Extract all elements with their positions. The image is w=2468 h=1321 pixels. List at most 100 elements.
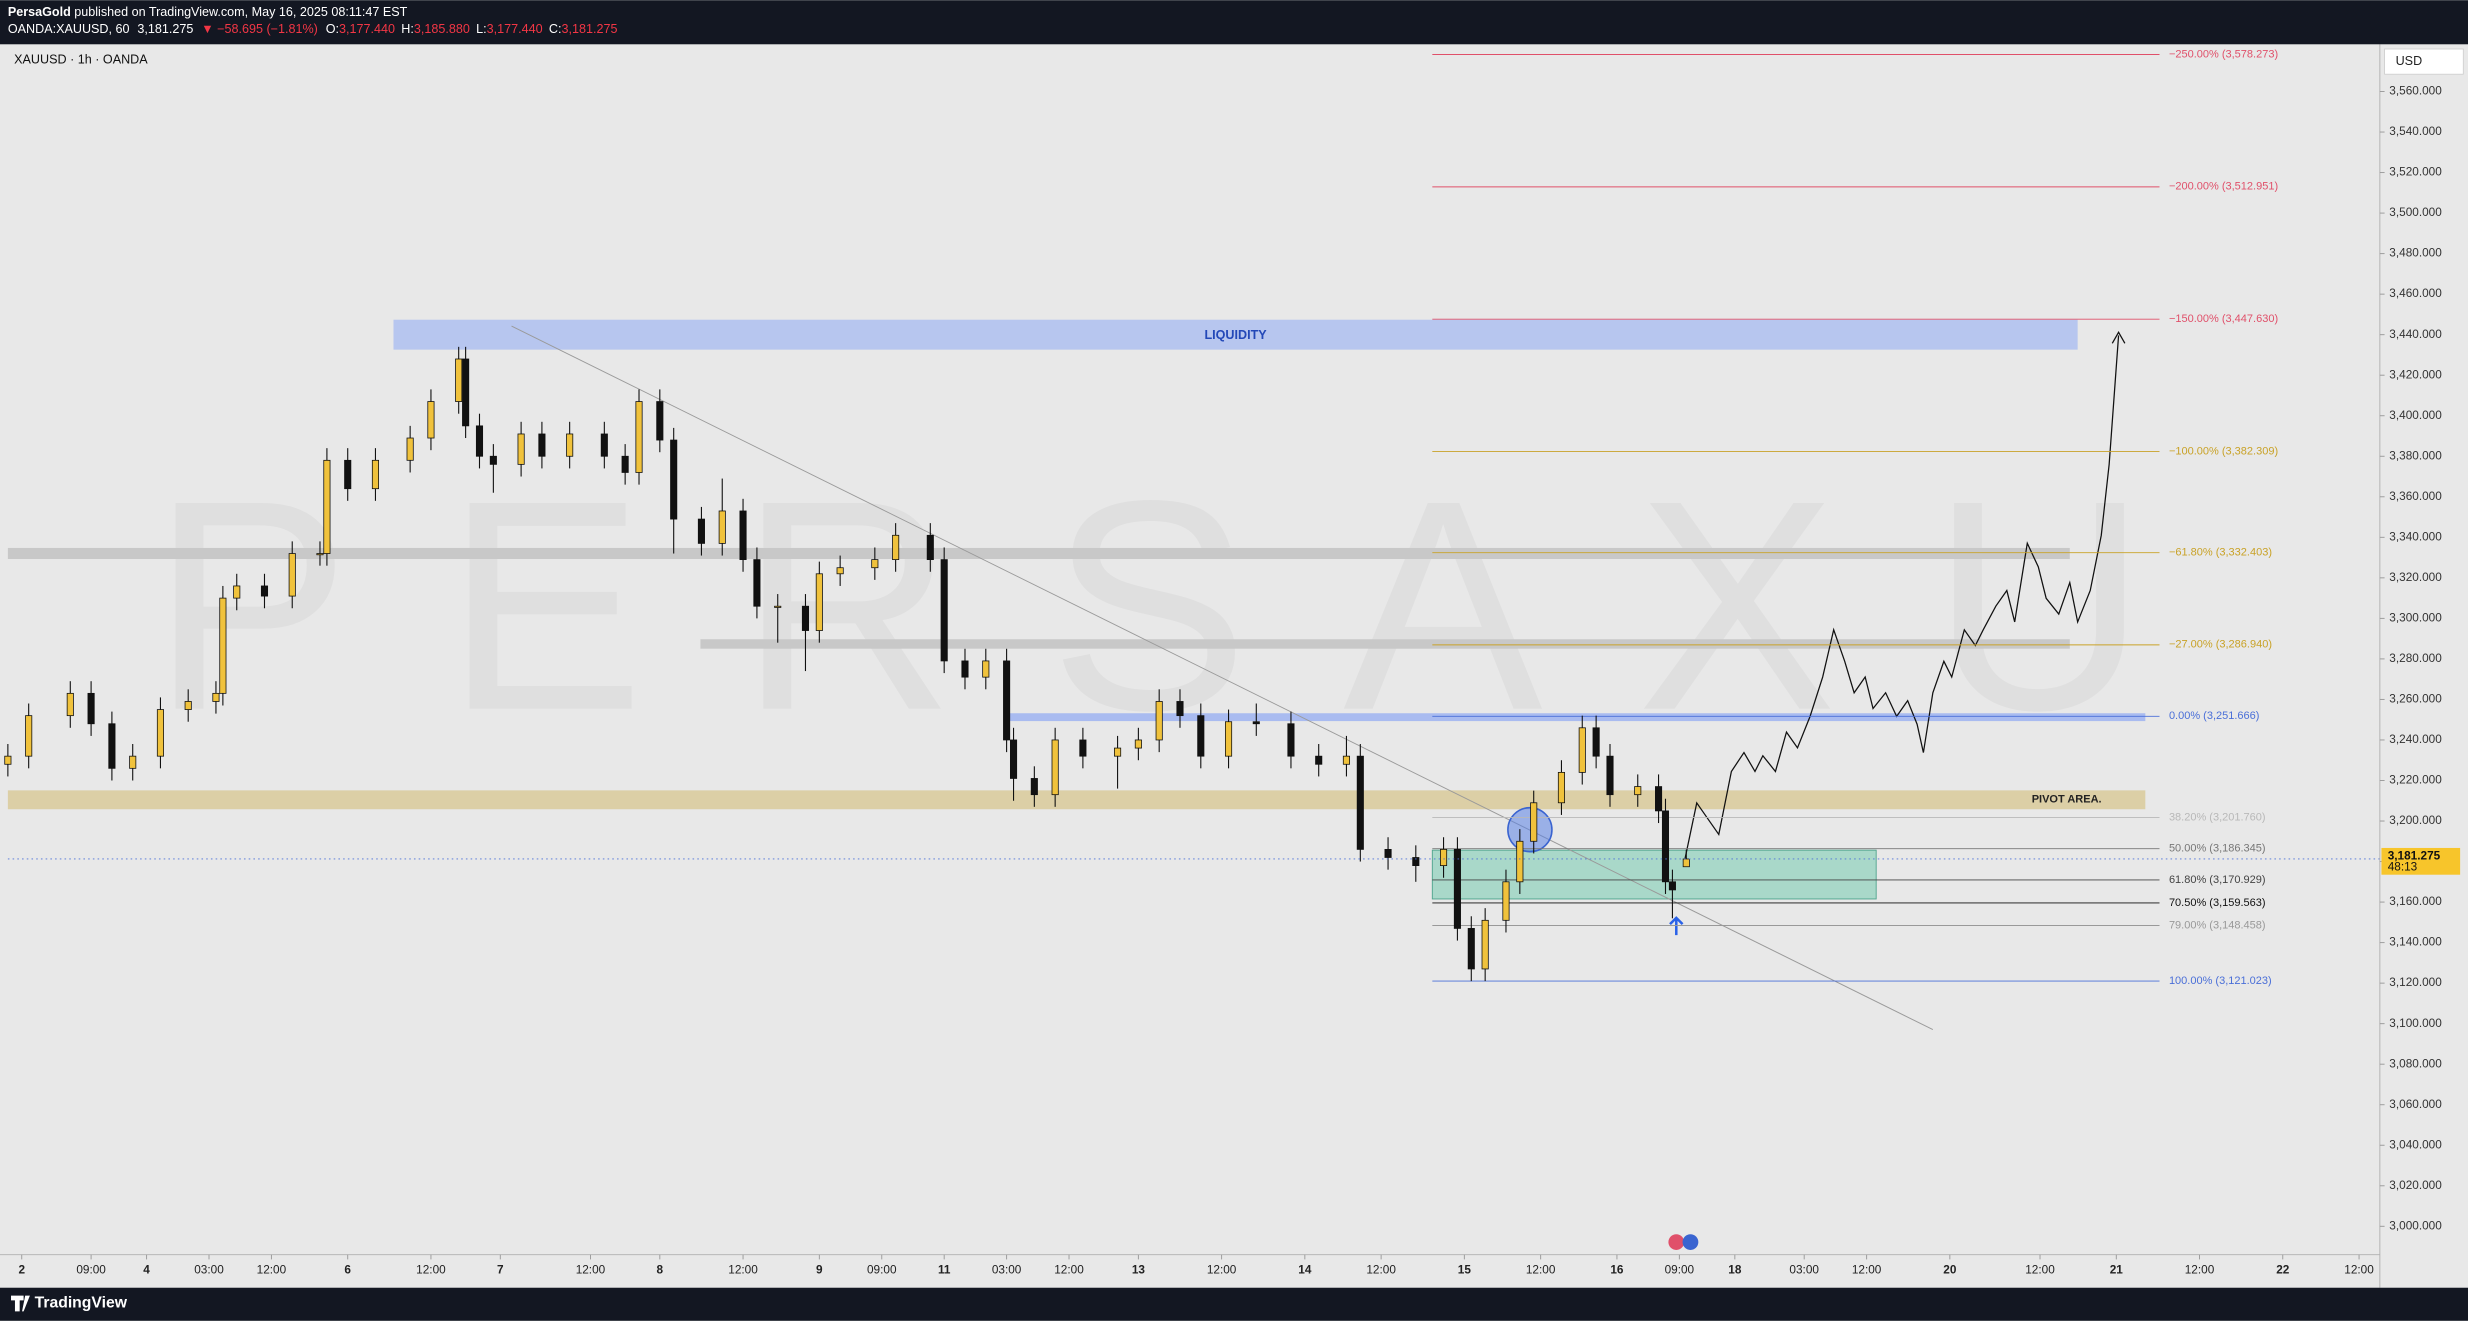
y-tick-label: 3,460.000	[2389, 286, 2442, 300]
candle-body	[1030, 778, 1038, 796]
candle-body	[635, 401, 643, 473]
price-axis	[2379, 44, 2468, 1288]
x-tick-label: 09:00	[1665, 1263, 1695, 1277]
candle-body	[517, 433, 525, 465]
candle-body	[926, 534, 934, 561]
candle-body	[982, 660, 990, 678]
countdown: 48:13	[2388, 860, 2418, 874]
candle-body	[892, 534, 900, 561]
candle-body	[1176, 701, 1184, 717]
fib-label: −100.00% (3,382.309)	[2169, 445, 2278, 457]
change: ▼ −58.695 (−1.81%)	[201, 22, 318, 36]
publisher: PersaGold	[8, 5, 71, 19]
x-tick-label: 11	[938, 1263, 951, 1277]
candle-body	[1655, 786, 1663, 812]
candle-body	[212, 692, 220, 702]
candle-body	[566, 433, 574, 457]
y-tick-label: 3,540.000	[2389, 124, 2442, 138]
candle-body	[670, 439, 678, 520]
candle-body	[753, 559, 761, 607]
x-tick-label: 12:00	[1526, 1263, 1556, 1277]
candle-body	[455, 358, 463, 402]
header-line: PersaGold published on TradingView.com, …	[8, 5, 408, 19]
resistance-zone	[7, 547, 2070, 559]
fib-label: 38.20% (3,201.760)	[2169, 811, 2266, 823]
y-tick-label: 3,000.000	[2389, 1218, 2442, 1232]
y-tick-label: 3,400.000	[2389, 408, 2442, 422]
x-tick-label: 12:00	[1852, 1263, 1882, 1277]
candle-body	[1557, 771, 1565, 804]
footer	[0, 1287, 2468, 1321]
x-tick-label: 03:00	[194, 1263, 224, 1277]
candle-body	[87, 692, 95, 725]
candle-body	[288, 553, 296, 597]
candle-body	[323, 459, 331, 554]
fib-label: 61.80% (3,170.929)	[2169, 874, 2266, 886]
y-tick-label: 3,200.000	[2389, 813, 2442, 827]
x-tick-label: 12:00	[257, 1263, 287, 1277]
candle-body	[774, 605, 782, 608]
candle-body	[1453, 848, 1461, 929]
candle-body	[1356, 755, 1364, 850]
candle-body	[1481, 919, 1489, 970]
y-tick-label: 3,280.000	[2389, 651, 2442, 665]
y-tick-label: 3,120.000	[2389, 975, 2442, 989]
candle-body	[538, 433, 546, 457]
candle-body	[233, 585, 241, 599]
candle-body	[1225, 721, 1233, 757]
candle-body	[1412, 857, 1420, 866]
x-tick-label: 18	[1728, 1263, 1742, 1277]
y-tick-label: 3,340.000	[2389, 529, 2442, 543]
x-tick-label: 15	[1458, 1263, 1472, 1277]
x-tick-label: 12:00	[2185, 1263, 2215, 1277]
chart-title: XAUUSD · 1h · OANDA	[14, 52, 148, 66]
candle-body	[108, 723, 116, 769]
candle-body	[1502, 881, 1510, 921]
currency-box[interactable]	[2384, 48, 2464, 75]
y-tick-label: 3,160.000	[2389, 894, 2442, 908]
x-tick-label: 12:00	[2344, 1263, 2374, 1277]
y-tick-label: 3,240.000	[2389, 732, 2442, 746]
candle-body	[25, 715, 33, 757]
candle-body	[656, 401, 664, 441]
candle-body	[718, 510, 726, 544]
x-tick-label: 12:00	[1054, 1263, 1084, 1277]
x-tick-label: 14	[1298, 1263, 1312, 1277]
candle-body	[219, 597, 227, 694]
candle-body	[406, 437, 414, 461]
x-tick-label: 03:00	[992, 1263, 1022, 1277]
fib-label: −61.80% (3,332.403)	[2169, 547, 2272, 559]
event-icon	[1668, 1234, 1685, 1250]
x-tick-label: 09:00	[867, 1263, 897, 1277]
x-tick-label: 12:00	[576, 1263, 606, 1277]
fib-label: −27.00% (3,286.940)	[2169, 639, 2272, 651]
candle-body	[621, 455, 629, 473]
y-tick-label: 3,320.000	[2389, 570, 2442, 584]
last-price: 3,181.275	[137, 22, 193, 36]
y-tick-label: 3,520.000	[2389, 165, 2442, 179]
candle-body	[1003, 660, 1011, 741]
x-tick-label: 8	[657, 1263, 664, 1277]
ohlc-value: 3,185.880	[414, 22, 470, 36]
candle-body	[1287, 723, 1295, 757]
candle-body	[1342, 755, 1350, 765]
plot: −250.00% (3,578.273) −200.00% (3,512.951)…	[4, 48, 2380, 987]
header-line: OANDA:XAUUSD, 60 3,181.275 ▼ −58.695 (−1.8…	[8, 22, 618, 36]
current-price-label: 3,181.275	[2388, 849, 2441, 863]
y-tick-label: 3,480.000	[2389, 246, 2442, 260]
ohlc-value: 3,177.440	[339, 22, 395, 36]
candle-body	[1467, 928, 1475, 970]
fib-label: −250.00% (3,578.273)	[2169, 48, 2278, 60]
axes: 3,000.000 3,020.000 3,040.000 3,060.000 3,08…	[18, 84, 2461, 1277]
y-tick-label: 3,080.000	[2389, 1056, 2442, 1070]
brand[interactable]: TradingView	[35, 1295, 128, 1312]
candle-body	[871, 559, 879, 569]
candle-body	[344, 459, 352, 490]
candle-body	[1634, 786, 1642, 796]
y-tick-label: 3,060.000	[2389, 1097, 2442, 1111]
candle-body	[1384, 848, 1392, 858]
x-tick-label: 12:00	[2025, 1263, 2055, 1277]
x-tick-label: 22	[2276, 1263, 2290, 1277]
